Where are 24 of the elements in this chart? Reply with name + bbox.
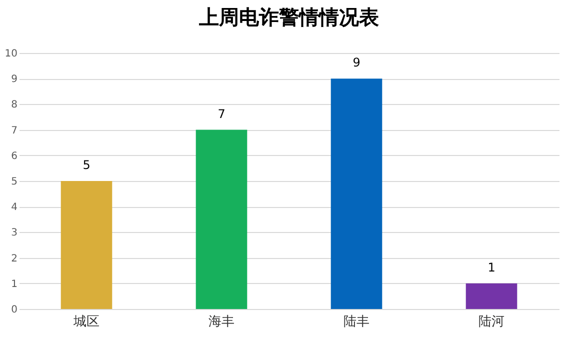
bar <box>466 283 518 309</box>
y-tick-label: 1 <box>11 278 18 290</box>
chart-title: 上周电诈警情情况表 <box>198 5 379 29</box>
bar <box>60 181 112 309</box>
y-tick-label: 2 <box>11 253 18 264</box>
y-tick-label: 5 <box>11 176 18 188</box>
y-tick-label: 9 <box>11 74 18 86</box>
y-tick-label: 0 <box>11 304 18 316</box>
y-tick-label: 4 <box>11 202 18 214</box>
x-tick-label: 城区 <box>72 314 100 330</box>
data-label: 9 <box>352 56 360 70</box>
data-label: 7 <box>218 106 226 121</box>
y-tick-label: 10 <box>4 48 18 60</box>
y-tick-label: 7 <box>11 125 18 136</box>
x-tick-label: 陆丰 <box>344 314 370 330</box>
y-tick-label: 8 <box>11 100 18 111</box>
y-tick-label: 3 <box>11 228 18 239</box>
y-tick-label: 6 <box>11 150 18 162</box>
x-tick-label: 海丰 <box>208 314 234 330</box>
data-label: 1 <box>488 260 496 274</box>
data-label: 5 <box>82 158 90 172</box>
x-tick-label: 陆河 <box>478 314 504 330</box>
bar <box>196 130 248 309</box>
bar <box>330 78 382 309</box>
